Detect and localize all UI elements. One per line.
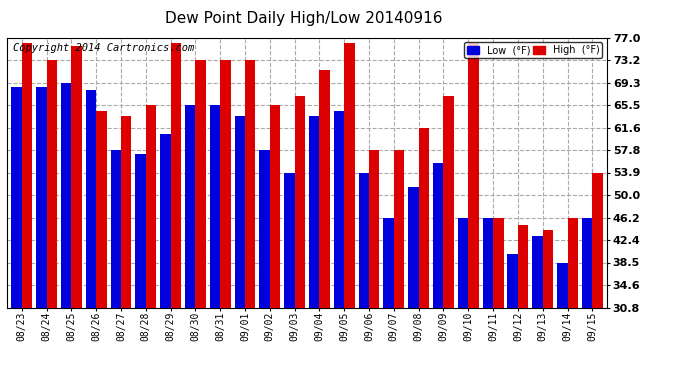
Bar (483, 217, 493, 375)
Bar (185, 105, 195, 375)
Bar (284, 172, 295, 375)
Bar (359, 172, 369, 375)
Bar (493, 217, 504, 375)
Bar (469, 44, 479, 375)
Bar (96, 111, 107, 375)
Legend: Low  (°F), High  (°F): Low (°F), High (°F) (464, 42, 602, 58)
Bar (86, 90, 96, 375)
Bar (458, 217, 469, 375)
Text: Dew Point Daily High/Low 20140916: Dew Point Daily High/Low 20140916 (165, 11, 442, 26)
Bar (195, 60, 206, 375)
Bar (235, 116, 245, 375)
Bar (220, 60, 230, 375)
Bar (419, 128, 429, 375)
Bar (344, 44, 355, 375)
Bar (270, 105, 280, 375)
Bar (444, 96, 454, 375)
Bar (245, 60, 255, 375)
Bar (543, 230, 553, 375)
Bar (518, 225, 529, 375)
Bar (71, 46, 82, 375)
Bar (295, 96, 305, 375)
Bar (135, 154, 146, 375)
Bar (582, 217, 592, 375)
Bar (507, 254, 518, 375)
Bar (592, 172, 603, 375)
Bar (384, 217, 394, 375)
Bar (61, 82, 71, 375)
Bar (11, 87, 22, 375)
Bar (36, 87, 47, 375)
Bar (319, 70, 330, 375)
Bar (532, 236, 543, 375)
Text: Copyright 2014 Cartronics.com: Copyright 2014 Cartronics.com (13, 43, 194, 53)
Bar (170, 44, 181, 375)
Bar (47, 60, 57, 375)
Bar (121, 116, 131, 375)
Bar (210, 105, 220, 375)
Bar (110, 150, 121, 375)
Bar (433, 163, 444, 375)
Bar (146, 105, 156, 375)
Bar (160, 134, 170, 375)
Bar (334, 111, 344, 375)
Bar (394, 150, 404, 375)
Bar (567, 217, 578, 375)
Bar (369, 150, 380, 375)
Bar (22, 44, 32, 375)
Bar (309, 116, 319, 375)
Bar (557, 262, 567, 375)
Bar (259, 150, 270, 375)
Bar (408, 186, 419, 375)
